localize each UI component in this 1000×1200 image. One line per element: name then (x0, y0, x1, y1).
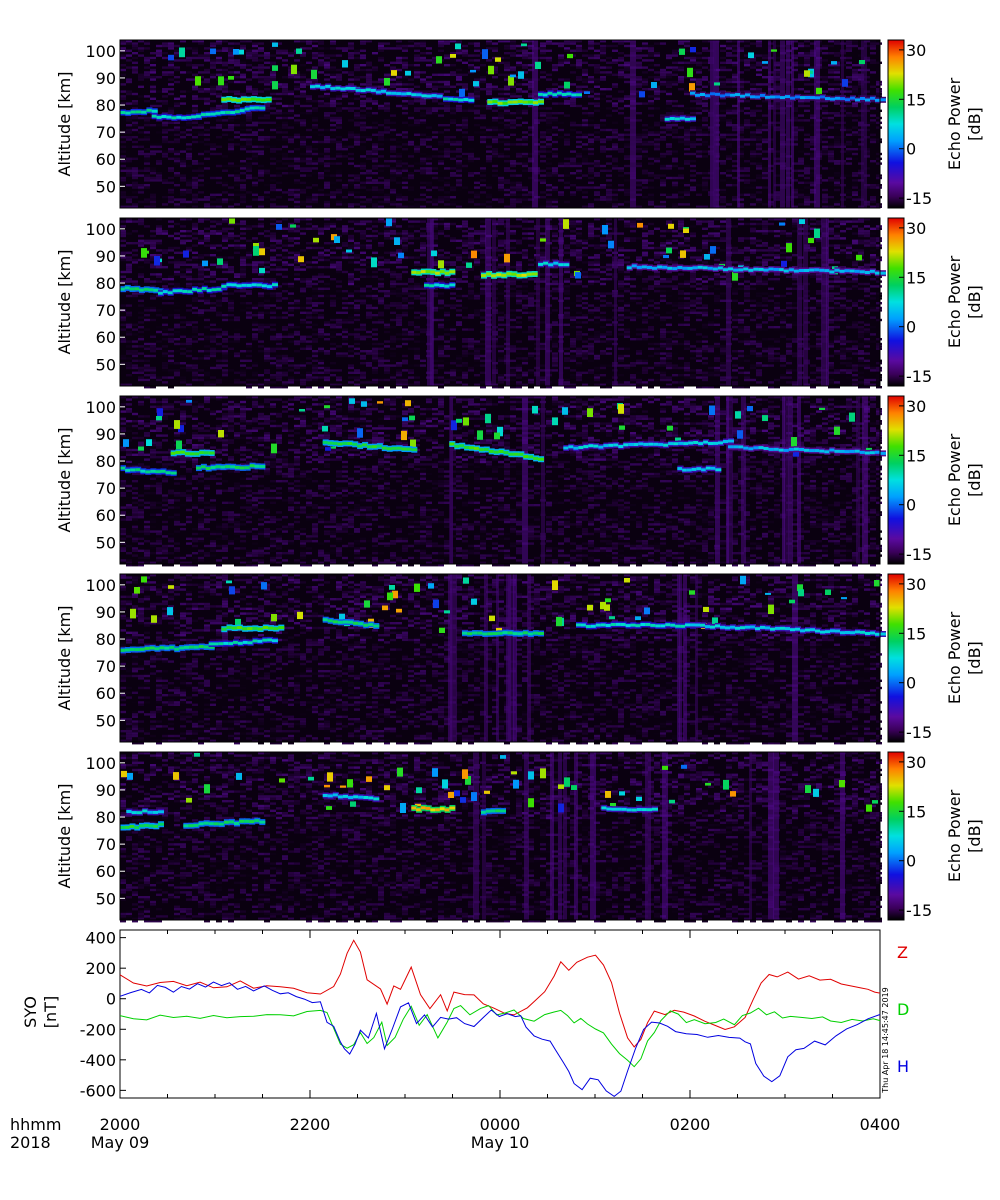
echo-power-panel-5: 50 60 70 80 90 100 Altitude [km] -15 0 15 30 Echo P… (55, 752, 984, 922)
x-tick-label: 0000 (480, 1115, 521, 1134)
y-tick-label: 60 (96, 150, 116, 169)
colorbar-tick-label: -15 (906, 723, 932, 742)
x-axis-format-label: hhmm (10, 1115, 61, 1134)
colorbar-tick-label: 0 (906, 496, 916, 515)
echo-power-panel-1: 50 60 70 80 90 100 Altitude [km] -15 0 15 30 Echo P… (55, 40, 984, 208)
colorbar-tick-label: 15 (906, 446, 926, 465)
y-tick-label: 50 (96, 533, 116, 552)
y-tick-label: 60 (96, 862, 116, 881)
colorbar (888, 396, 904, 564)
y-tick-label: 100 (85, 754, 116, 773)
colorbar (888, 40, 904, 208)
y-tick-label: 80 (96, 630, 116, 649)
y-tick-label: 0 (106, 990, 116, 1009)
x-tick-label: 2200 (290, 1115, 331, 1134)
y-tick-label: 50 (96, 711, 116, 730)
colorbar-tick-label: 15 (906, 624, 926, 643)
colorbar-tick-label: -15 (906, 545, 932, 564)
x-tick-label: 0400 (860, 1115, 901, 1134)
y-axis-label: Altitude [km] (55, 250, 74, 355)
y-tick-label: 60 (96, 506, 116, 525)
y-axis-label: Altitude [km] (55, 784, 74, 889)
colorbar-tick-label: -15 (906, 901, 932, 920)
colorbar-unit: [dB] (965, 819, 984, 853)
colorbar-tick-label: -15 (906, 367, 932, 386)
colorbar-tick-label: 0 (906, 674, 916, 693)
y-tick-label: 70 (96, 835, 116, 854)
colorbar (888, 218, 904, 386)
colorbar-tick-label: 15 (906, 90, 926, 109)
colorbar-tick-label: 15 (906, 268, 926, 287)
colorbar-label: Echo Power (945, 789, 964, 882)
y-axis-label: Altitude [km] (55, 606, 74, 711)
colorbar-unit: [dB] (965, 107, 984, 141)
x-tick-label: 0200 (670, 1115, 711, 1134)
colorbar-tick-label: 30 (906, 41, 926, 60)
y-tick-label: 60 (96, 328, 116, 347)
y-tick-label: 80 (96, 452, 116, 471)
colorbar-tick-label: 30 (906, 575, 926, 594)
y-tick-label: -400 (80, 1051, 116, 1070)
y-tick-label: 70 (96, 301, 116, 320)
series-label: D (897, 1000, 909, 1019)
colorbar-label: Echo Power (945, 433, 964, 526)
y-tick-label: 50 (96, 355, 116, 374)
y-tick-label: 50 (96, 177, 116, 196)
y-tick-label: -200 (80, 1020, 116, 1039)
echo-power-panel-3: 50 60 70 80 90 100 Altitude [km] -15 0 15 30 Echo P… (55, 396, 984, 566)
y-tick-label: 90 (96, 69, 116, 88)
colorbar (888, 574, 904, 742)
y-tick-label: 100 (85, 220, 116, 239)
y-tick-label: 90 (96, 247, 116, 266)
y-axis-label: SYO (21, 996, 40, 1028)
colorbar-unit: [dB] (965, 285, 984, 319)
series-label: H (897, 1057, 909, 1076)
y-axis-label: Altitude [km] (55, 72, 74, 177)
colorbar-unit: [dB] (965, 641, 984, 675)
y-tick-label: -600 (80, 1081, 116, 1100)
y-tick-label: 80 (96, 274, 116, 293)
colorbar-tick-label: 0 (906, 318, 916, 337)
colorbar-tick-label: 30 (906, 219, 926, 238)
x-axis-year-label: 2018 (10, 1133, 51, 1152)
timestamp: Thu Apr 18 14:45:47 2019 (881, 987, 890, 1094)
series-label: Z (897, 943, 908, 962)
colorbar-tick-label: 30 (906, 753, 926, 772)
colorbar-tick-label: -15 (906, 189, 932, 208)
x-tick-label: 2000 (100, 1115, 141, 1134)
echo-power-panel-2: 50 60 70 80 90 100 Altitude [km] -15 0 15 30 Echo P… (55, 218, 984, 388)
y-tick-label: 70 (96, 123, 116, 142)
y-tick-label: 100 (85, 576, 116, 595)
colorbar-label: Echo Power (945, 611, 964, 704)
y-tick-label: 200 (85, 959, 116, 978)
colorbar-unit: [dB] (965, 463, 984, 497)
colorbar-tick-label: 15 (906, 802, 926, 821)
colorbar-label: Echo Power (945, 255, 964, 348)
y-tick-label: 50 (96, 889, 116, 908)
x-date-label: May 10 (471, 1133, 530, 1152)
y-tick-label: 100 (85, 42, 116, 61)
y-tick-label: 90 (96, 603, 116, 622)
y-tick-label: 80 (96, 808, 116, 827)
colorbar-tick-label: 30 (906, 397, 926, 416)
x-date-label: May 09 (91, 1133, 150, 1152)
y-tick-label: 90 (96, 425, 116, 444)
echo-power-panel-4: 50 60 70 80 90 100 Altitude [km] -15 0 15 30 Echo P… (55, 574, 984, 744)
y-tick-label: 100 (85, 398, 116, 417)
y-axis-unit: [nT] (41, 996, 60, 1028)
y-tick-label: 70 (96, 479, 116, 498)
colorbar-tick-label: 0 (906, 140, 916, 159)
y-axis-label: Altitude [km] (55, 428, 74, 533)
y-tick-label: 70 (96, 657, 116, 676)
y-tick-label: 400 (85, 929, 116, 948)
colorbar (888, 752, 904, 920)
y-tick-label: 60 (96, 684, 116, 703)
y-tick-label: 80 (96, 96, 116, 115)
y-tick-label: 90 (96, 781, 116, 800)
colorbar-label: Echo Power (945, 77, 964, 170)
colorbar-tick-label: 0 (906, 852, 916, 871)
